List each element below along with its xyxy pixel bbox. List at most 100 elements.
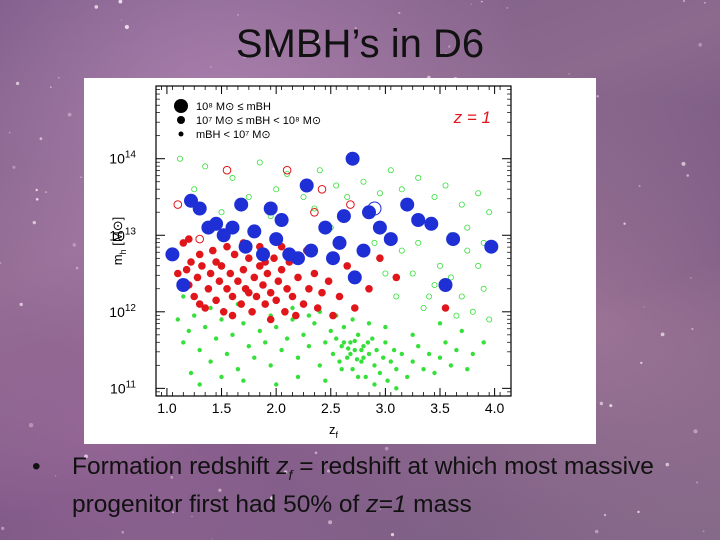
series-2	[175, 294, 486, 391]
data-point	[374, 347, 379, 353]
legend-marker	[177, 116, 185, 124]
background-speck	[35, 198, 39, 201]
data-point	[366, 321, 372, 326]
background-speck	[39, 137, 43, 141]
data-point	[229, 174, 236, 181]
data-point	[481, 340, 486, 345]
background-speck	[690, 277, 692, 279]
background-speck	[702, 530, 705, 533]
data-point	[208, 359, 213, 364]
background-speck	[623, 222, 626, 225]
data-point	[398, 186, 405, 193]
data-point	[447, 274, 454, 281]
data-point	[219, 317, 224, 322]
bullet-text: • Formation redshift zf = redshift at wh…	[32, 452, 692, 520]
background-speck	[643, 306, 645, 308]
background-speck	[327, 469, 330, 473]
data-point	[195, 250, 204, 259]
background-speck	[172, 511, 175, 514]
data-point	[222, 165, 232, 175]
data-point	[370, 336, 375, 341]
data-point	[344, 194, 351, 201]
data-point	[348, 351, 353, 357]
data-point	[484, 239, 499, 254]
data-point	[294, 273, 302, 282]
data-point	[392, 273, 401, 282]
data-point	[179, 239, 188, 247]
background-speck	[218, 488, 222, 492]
data-point	[239, 265, 248, 274]
background-speck	[472, 471, 475, 473]
data-point	[173, 200, 183, 209]
data-point	[186, 328, 191, 334]
data-point	[261, 300, 269, 308]
data-point	[223, 242, 231, 251]
data-point	[317, 363, 322, 368]
background-speck	[191, 515, 193, 518]
data-point	[345, 151, 360, 166]
data-point	[361, 355, 366, 360]
data-point	[464, 224, 471, 231]
data-point	[247, 224, 262, 239]
data-point	[292, 311, 300, 320]
data-point	[238, 239, 253, 254]
legend-marker	[174, 99, 188, 113]
background-speck	[67, 112, 72, 117]
x-tick-label: 2.0	[266, 400, 286, 416]
data-point	[277, 265, 286, 274]
series-5	[367, 201, 382, 216]
data-point	[219, 374, 224, 380]
background-speck	[568, 72, 571, 75]
slide-title: SMBH’s in D6	[235, 22, 485, 66]
data-point	[290, 305, 295, 311]
data-point	[352, 338, 357, 344]
background-speck	[681, 161, 686, 166]
background-speck	[162, 509, 165, 512]
data-point	[235, 367, 241, 372]
data-point	[256, 262, 264, 270]
data-point	[301, 332, 306, 337]
data-point	[209, 216, 224, 231]
data-point	[352, 347, 357, 353]
data-point	[365, 340, 371, 345]
data-point	[215, 277, 224, 285]
data-point	[248, 308, 256, 316]
data-point	[300, 194, 307, 201]
data-point	[328, 328, 333, 334]
data-point	[209, 246, 217, 255]
data-point	[177, 155, 184, 162]
data-point	[190, 292, 198, 301]
background-speck	[80, 176, 82, 178]
data-point	[355, 374, 361, 380]
data-point	[335, 292, 344, 301]
data-point	[187, 258, 195, 266]
background-speck	[170, 476, 174, 479]
data-point	[185, 235, 193, 243]
background-speck	[237, 14, 239, 16]
background-speck	[472, 40, 475, 43]
data-point	[346, 346, 351, 351]
background-speck	[480, 0, 483, 3]
background-speck	[474, 468, 477, 471]
data-point	[475, 190, 482, 197]
background-speck	[384, 446, 389, 451]
data-point	[337, 359, 342, 364]
data-point	[372, 382, 377, 387]
data-point	[354, 357, 360, 362]
data-point	[394, 367, 399, 372]
data-point	[347, 270, 362, 285]
data-point	[372, 363, 377, 368]
data-point	[198, 262, 206, 270]
data-point	[437, 355, 443, 360]
data-point	[432, 370, 437, 376]
background-speck	[512, 469, 515, 473]
data-point	[415, 174, 422, 181]
data-point	[226, 269, 235, 278]
data-point	[326, 251, 340, 266]
background-speck	[314, 38, 320, 43]
data-point	[334, 336, 339, 341]
data-point	[410, 332, 415, 337]
data-point	[366, 351, 372, 357]
data-point	[443, 340, 448, 345]
data-point	[268, 363, 273, 368]
